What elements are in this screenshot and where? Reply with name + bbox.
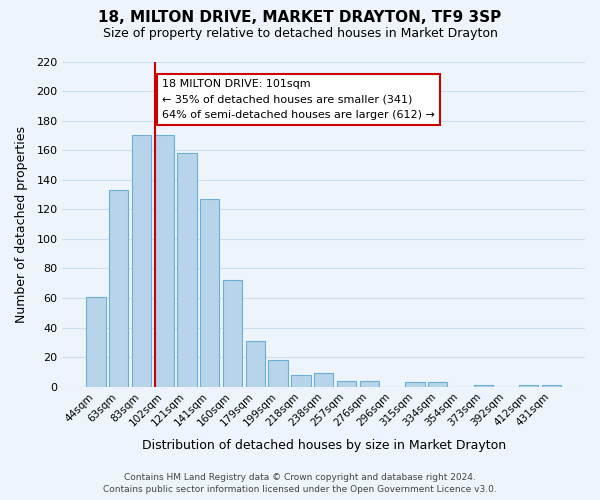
Bar: [200, 199, 220, 386]
Bar: [542, 385, 561, 386]
Y-axis label: Number of detached properties: Number of detached properties: [15, 126, 28, 322]
X-axis label: Distribution of detached houses by size in Market Drayton: Distribution of detached houses by size …: [142, 440, 506, 452]
Bar: [132, 136, 151, 386]
Bar: [519, 385, 538, 386]
Bar: [473, 385, 493, 386]
Bar: [314, 374, 334, 386]
Text: Contains HM Land Registry data © Crown copyright and database right 2024.
Contai: Contains HM Land Registry data © Crown c…: [103, 472, 497, 494]
Bar: [428, 382, 448, 386]
Bar: [155, 136, 174, 386]
Text: 18 MILTON DRIVE: 101sqm
← 35% of detached houses are smaller (341)
64% of semi-d: 18 MILTON DRIVE: 101sqm ← 35% of detache…: [162, 80, 434, 120]
Bar: [223, 280, 242, 386]
Bar: [337, 381, 356, 386]
Bar: [245, 341, 265, 386]
Bar: [359, 381, 379, 386]
Text: Size of property relative to detached houses in Market Drayton: Size of property relative to detached ho…: [103, 28, 497, 40]
Bar: [405, 382, 425, 386]
Text: 18, MILTON DRIVE, MARKET DRAYTON, TF9 3SP: 18, MILTON DRIVE, MARKET DRAYTON, TF9 3S…: [98, 10, 502, 25]
Bar: [86, 296, 106, 386]
Bar: [178, 153, 197, 386]
Bar: [109, 190, 128, 386]
Bar: [291, 375, 311, 386]
Bar: [268, 360, 288, 386]
